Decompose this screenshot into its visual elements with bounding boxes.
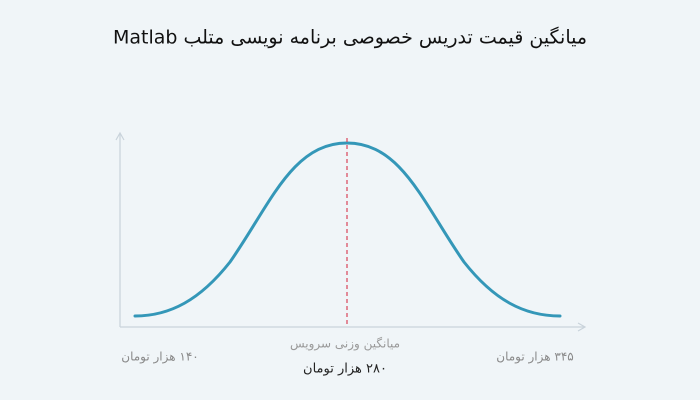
max-label: ۳۴۵ هزار تومان bbox=[496, 350, 574, 365]
min-label: ۱۴۰ هزار تومان bbox=[121, 350, 199, 365]
x-arrow bbox=[577, 322, 587, 332]
bell-curve bbox=[133, 141, 562, 318]
mean-caption: میانگین وزنی سرویس bbox=[290, 337, 400, 352]
y-arrow bbox=[115, 131, 125, 141]
mean-label: ۲۸۰ هزار تومان bbox=[303, 362, 387, 377]
title: میانگین قیمت تدریس خصوصی برنامه نویسی مت… bbox=[113, 26, 587, 49]
